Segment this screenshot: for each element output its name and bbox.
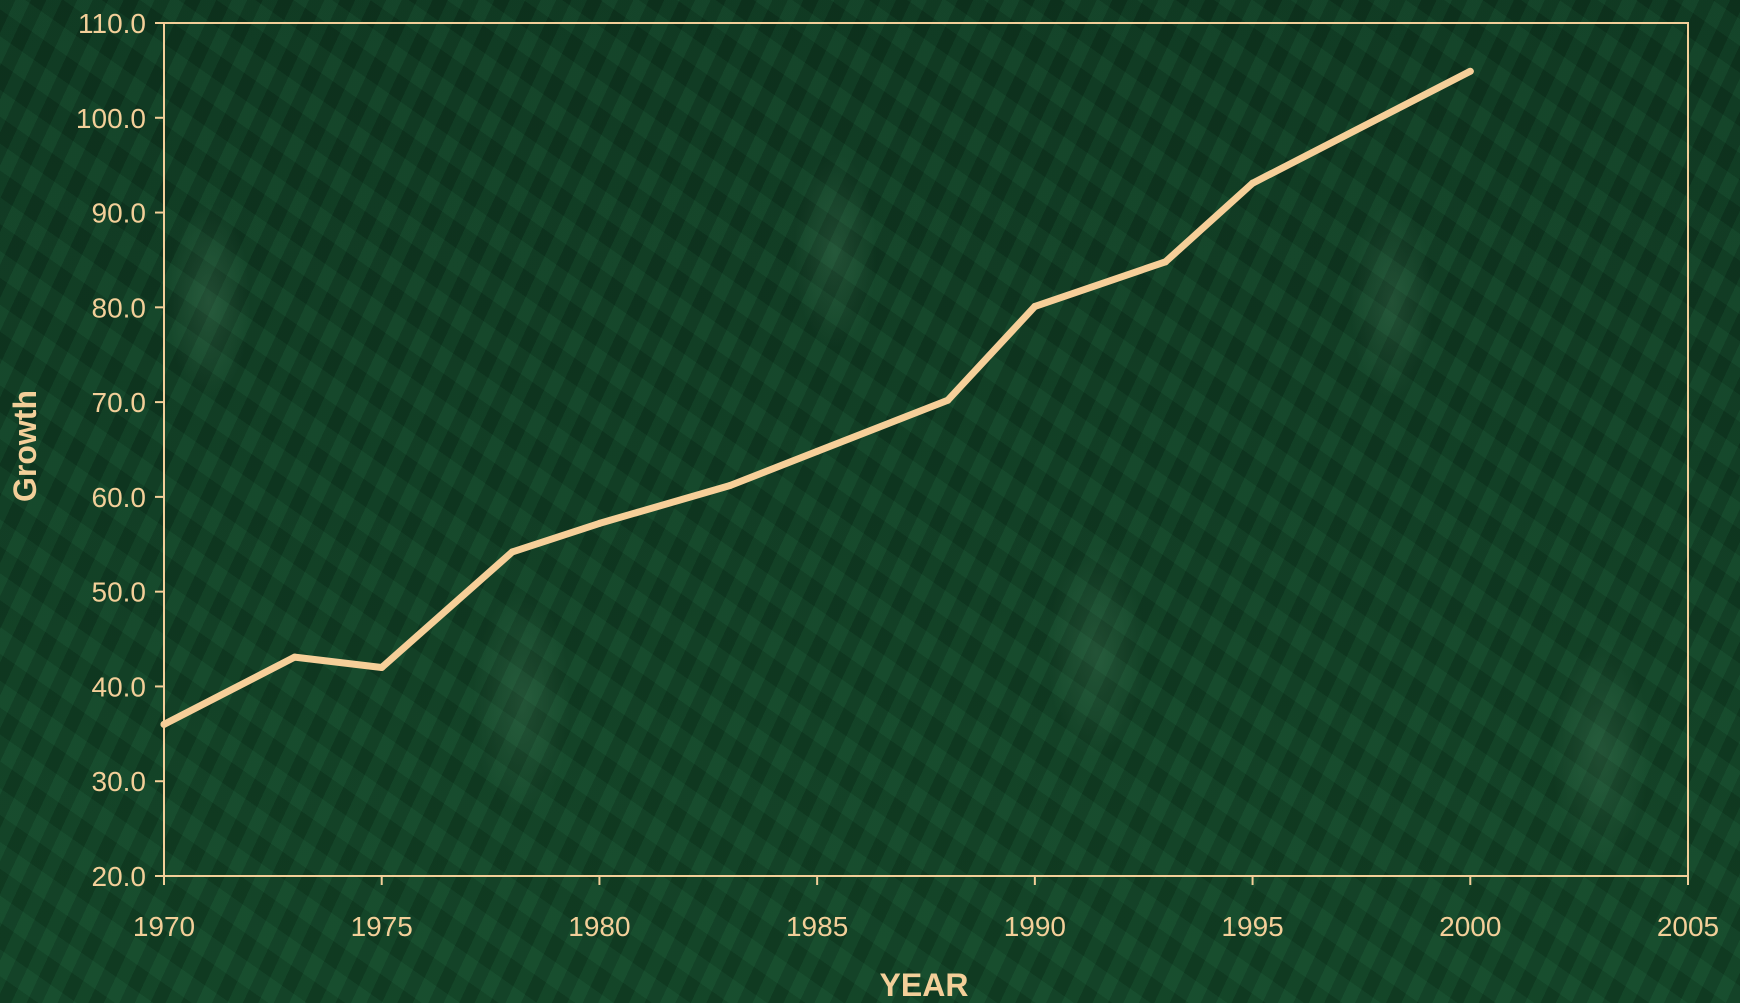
y-axis-title: Growth xyxy=(7,390,43,502)
x-tick-label: 1975 xyxy=(351,911,413,942)
data-point xyxy=(813,447,821,455)
plot-area xyxy=(163,22,1689,877)
x-tick-label: 1990 xyxy=(1004,911,1066,942)
y-tick-label: 90.0 xyxy=(92,198,147,229)
data-point xyxy=(291,653,299,661)
y-tick-label: 50.0 xyxy=(92,577,147,608)
data-point xyxy=(944,396,952,404)
y-tick-label: 80.0 xyxy=(92,292,147,323)
data-point xyxy=(726,482,734,490)
series-line xyxy=(160,67,1474,728)
data-point xyxy=(378,663,386,671)
data-point xyxy=(508,548,516,556)
y-axis: 20.0 30.0 40.0 50.0 60.0 70.0 80.0 90.0 100.0 110… xyxy=(76,8,164,892)
y-tick-label: 20.0 xyxy=(92,861,147,892)
x-tick-label: 1985 xyxy=(786,911,848,942)
x-tick-label: 2005 xyxy=(1657,911,1719,942)
y-tick-label: 60.0 xyxy=(92,482,147,513)
x-axis-title: YEAR xyxy=(880,967,969,1003)
series-group xyxy=(160,67,1474,728)
data-point xyxy=(1249,179,1257,187)
x-tick-label: 1995 xyxy=(1221,911,1283,942)
x-tick-label: 2000 xyxy=(1439,911,1501,942)
plot-border xyxy=(163,22,1689,877)
data-point xyxy=(1466,67,1474,75)
x-tick-label: 1970 xyxy=(133,911,195,942)
y-tick-label: 100.0 xyxy=(76,103,146,134)
data-point xyxy=(160,720,168,728)
x-axis: 1970 1975 1980 1985 1990 1995 2000 2005 xyxy=(133,876,1719,942)
x-tick-label: 1980 xyxy=(568,911,630,942)
data-point xyxy=(1161,258,1169,266)
y-tick-label: 70.0 xyxy=(92,387,147,418)
data-point xyxy=(595,519,603,527)
y-tick-label: 40.0 xyxy=(92,671,147,702)
data-point xyxy=(1031,302,1039,310)
y-tick-label: 30.0 xyxy=(92,766,147,797)
y-tick-label: 110.0 xyxy=(78,8,146,39)
